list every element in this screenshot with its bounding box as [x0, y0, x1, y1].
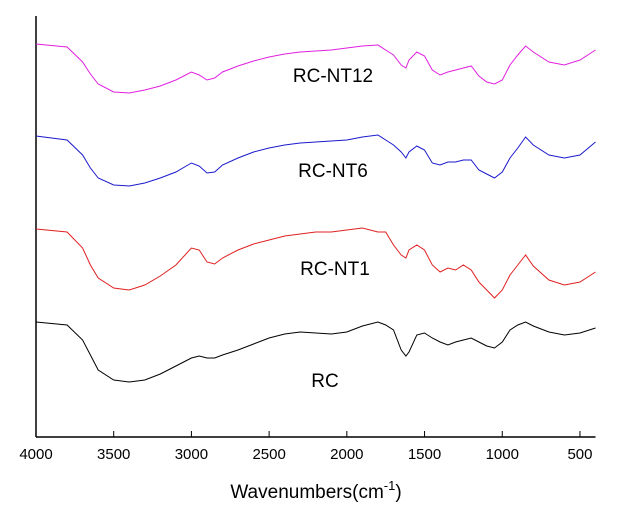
series-label: RC — [311, 371, 338, 392]
x-tick-label: 3500 — [97, 446, 130, 463]
x-label-sup: -1 — [384, 478, 396, 493]
x-label-text: Wavenumbers(cm — [230, 482, 383, 503]
x-tick-label: 2000 — [330, 446, 363, 463]
x-tick-label: 1500 — [408, 446, 441, 463]
series-label: RC-NT1 — [300, 259, 370, 280]
x-tick-label: 1000 — [486, 446, 519, 463]
spectrum-line — [35, 134, 596, 187]
spectrum-line — [35, 321, 596, 383]
x-axis-label: Wavenumbers(cm-1) — [230, 478, 401, 503]
x-tick-label: 2500 — [252, 446, 285, 463]
spectrum-line — [35, 227, 596, 299]
series-label: RC-NT12 — [293, 66, 373, 87]
x-tick-label: 500 — [567, 446, 592, 463]
x-tick-label: 4000 — [19, 446, 52, 463]
x-tick-label: 3000 — [175, 446, 208, 463]
x-label-tail: ) — [395, 482, 401, 503]
series-label: RC-NT6 — [298, 161, 368, 182]
spectrum-line — [35, 43, 596, 94]
